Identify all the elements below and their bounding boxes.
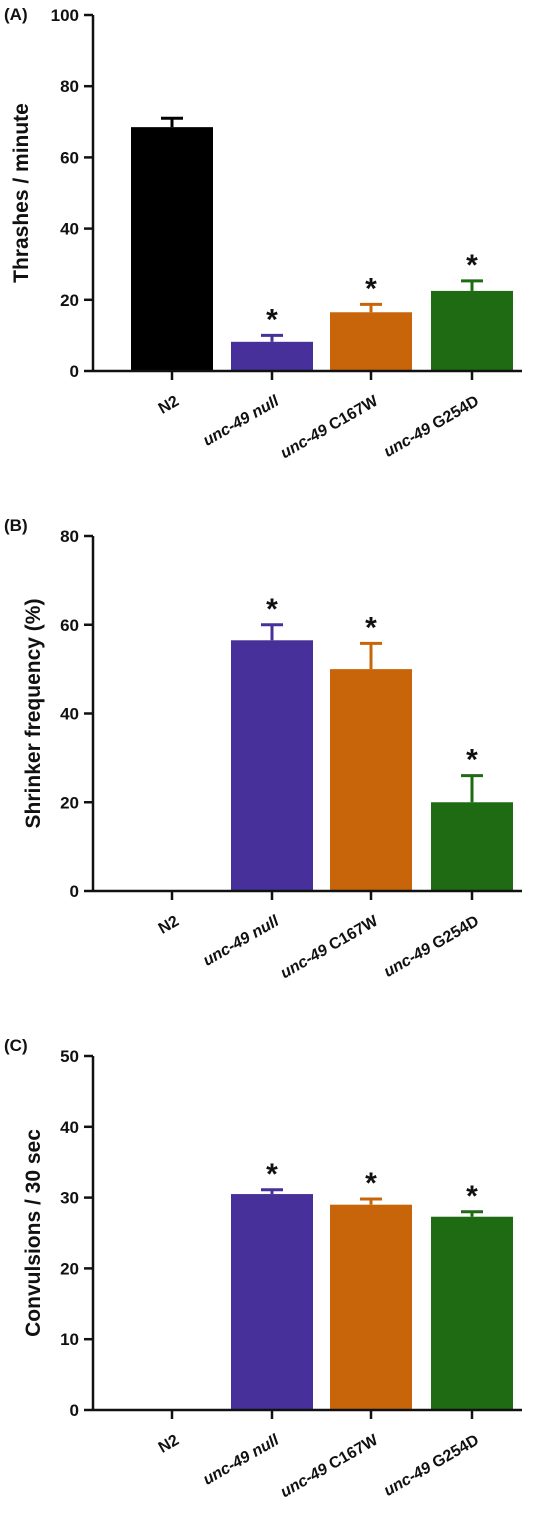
chart-panel-b: (B) Shrinker frequency (%) * * * 0 20 40 60 80 N2 u… <box>4 516 522 982</box>
significance-marker: * <box>266 303 278 336</box>
significance-marker: * <box>365 1167 377 1200</box>
y-tick-label: 20 <box>60 291 79 310</box>
panel-label: (A) <box>4 5 28 24</box>
significance-marker: * <box>266 1158 278 1191</box>
y-tick-label: 60 <box>60 148 79 167</box>
y-tick-label: 40 <box>60 705 79 724</box>
y-tick-label: 80 <box>60 527 79 546</box>
y-tick-label: 20 <box>60 1259 79 1278</box>
x-tick-label-n2: N2 <box>156 1432 182 1457</box>
panel-label: (B) <box>4 516 28 535</box>
bar-unc-49-g254d <box>431 290 513 371</box>
y-axis-label: Convulsions / 30 sec <box>22 1129 45 1337</box>
x-tick-label-unc-49-c167w: unc-49 C167W <box>278 1431 382 1501</box>
y-axis-label: Shrinker frequency (%) <box>22 599 45 829</box>
bar-unc-49-g254d <box>431 1216 513 1410</box>
y-tick-label: 20 <box>60 793 79 812</box>
bar-n2 <box>131 127 213 371</box>
x-tick-label-n2: N2 <box>156 913 182 938</box>
significance-marker: * <box>365 611 377 644</box>
y-tick-label: 0 <box>70 882 79 901</box>
y-tick-label: 0 <box>70 362 79 381</box>
y-tick-label: 40 <box>60 1118 79 1137</box>
y-tick-label: 50 <box>60 1047 79 1066</box>
x-tick-label-unc-49-c167w: unc-49 C167W <box>278 392 382 462</box>
y-tick-label: 60 <box>60 616 79 635</box>
bar-unc-49-null <box>231 1194 313 1410</box>
x-tick-label-unc-49-g254d: unc-49 G254D <box>381 913 482 981</box>
y-tick-label: 80 <box>60 77 79 96</box>
bar-unc-49-c167w <box>330 1204 412 1410</box>
x-tick-label-unc-49-null: unc-49 null <box>200 1431 282 1488</box>
y-tick-label: 0 <box>70 1401 79 1420</box>
bar-unc-49-c167w <box>330 312 412 371</box>
bar-unc-49-g254d <box>431 802 513 891</box>
bar-unc-49-null <box>231 341 313 371</box>
y-tick-label: 10 <box>60 1330 79 1349</box>
significance-marker: * <box>466 249 478 282</box>
significance-marker: * <box>365 272 377 305</box>
y-tick-label: 30 <box>60 1189 79 1208</box>
y-tick-label: 40 <box>60 220 79 239</box>
x-tick-label-n2: N2 <box>156 393 182 418</box>
significance-marker: * <box>266 593 278 626</box>
bar-unc-49-c167w <box>330 669 412 891</box>
bar-unc-49-null <box>231 640 313 891</box>
y-axis-label: Thrashes / minute <box>10 103 33 283</box>
chart-panel-a: (A) Thrashes / minute * * * 0 20 40 60 80 100 N2 unc… <box>4 5 522 462</box>
x-tick-label-unc-49-c167w: unc-49 C167W <box>278 912 382 982</box>
x-tick-label-unc-49-g254d: unc-49 G254D <box>381 1432 482 1500</box>
panel-label: (C) <box>4 1036 28 1055</box>
x-tick-label-unc-49-null: unc-49 null <box>200 912 282 969</box>
significance-marker: * <box>466 1180 478 1213</box>
significance-marker: * <box>466 744 478 777</box>
x-tick-label-unc-49-null: unc-49 null <box>200 392 282 449</box>
x-tick-label-unc-49-g254d: unc-49 G254D <box>381 393 482 461</box>
y-tick-label: 100 <box>51 6 79 25</box>
chart-panel-c: (C) Convulsions / 30 sec * * * 0 10 20 30 40 50 N2 u… <box>4 1036 522 1501</box>
